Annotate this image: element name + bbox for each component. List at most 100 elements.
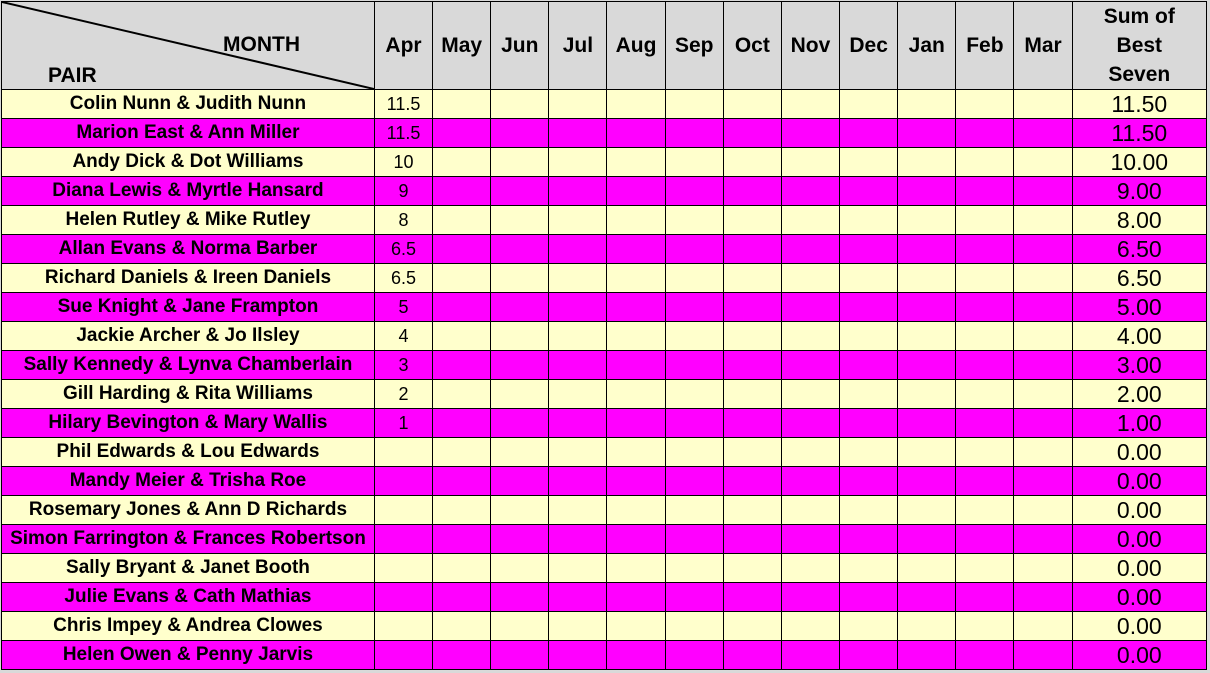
score-cell-aug[interactable] (606, 524, 666, 554)
score-cell-jan[interactable] (897, 205, 957, 235)
score-cell-may[interactable] (432, 118, 492, 148)
score-cell-nov[interactable] (780, 292, 841, 322)
score-cell-feb[interactable] (955, 292, 1015, 322)
score-cell-may[interactable] (432, 234, 492, 264)
score-cell-jul[interactable] (548, 89, 608, 119)
score-cell-apr[interactable]: 6.5 (373, 234, 434, 264)
score-cell-dec[interactable] (839, 495, 899, 525)
score-cell-apr[interactable] (373, 582, 434, 612)
score-cell-may[interactable] (432, 350, 492, 380)
score-cell-mar[interactable] (1013, 292, 1073, 322)
month-header-aug[interactable]: Aug (606, 1, 666, 90)
score-cell-sep[interactable] (664, 205, 724, 235)
score-cell-may[interactable] (432, 292, 492, 322)
score-cell-feb[interactable] (955, 263, 1015, 293)
score-cell-sep[interactable] (664, 263, 724, 293)
score-cell-may[interactable] (432, 408, 492, 438)
score-cell-aug[interactable] (606, 89, 666, 119)
score-cell-dec[interactable] (839, 321, 899, 351)
sum-best-seven-cell[interactable]: 6.50 (1071, 263, 1208, 293)
month-header-jan[interactable]: Jan (897, 1, 957, 90)
score-cell-jun[interactable] (490, 147, 550, 177)
sum-best-seven-cell[interactable]: 0.00 (1071, 640, 1208, 670)
score-cell-jan[interactable] (897, 437, 957, 467)
score-cell-mar[interactable] (1013, 495, 1073, 525)
score-cell-apr[interactable]: 2 (373, 379, 434, 409)
score-cell-mar[interactable] (1013, 408, 1073, 438)
score-cell-oct[interactable] (722, 147, 782, 177)
score-cell-dec[interactable] (839, 292, 899, 322)
sum-best-seven-cell[interactable]: 0.00 (1071, 553, 1208, 583)
score-cell-jun[interactable] (490, 292, 550, 322)
score-cell-mar[interactable] (1013, 321, 1073, 351)
pair-name-cell[interactable]: Sally Bryant & Janet Booth (1, 553, 375, 583)
score-cell-feb[interactable] (955, 553, 1015, 583)
score-cell-dec[interactable] (839, 553, 899, 583)
score-cell-aug[interactable] (606, 408, 666, 438)
score-cell-jul[interactable] (548, 147, 608, 177)
score-cell-oct[interactable] (722, 640, 782, 670)
score-cell-aug[interactable] (606, 495, 666, 525)
score-cell-jul[interactable] (548, 466, 608, 496)
score-cell-nov[interactable] (780, 321, 841, 351)
score-cell-nov[interactable] (780, 234, 841, 264)
score-cell-sep[interactable] (664, 495, 724, 525)
score-cell-nov[interactable] (780, 408, 841, 438)
score-cell-sep[interactable] (664, 437, 724, 467)
score-cell-nov[interactable] (780, 437, 841, 467)
score-cell-may[interactable] (432, 466, 492, 496)
score-cell-sep[interactable] (664, 176, 724, 206)
score-cell-may[interactable] (432, 176, 492, 206)
pair-name-cell[interactable]: Colin Nunn & Judith Nunn (1, 89, 375, 119)
sum-best-seven-cell[interactable]: 11.50 (1071, 118, 1208, 148)
score-cell-feb[interactable] (955, 379, 1015, 409)
score-cell-dec[interactable] (839, 437, 899, 467)
score-cell-dec[interactable] (839, 611, 899, 641)
score-cell-sep[interactable] (664, 582, 724, 612)
score-cell-may[interactable] (432, 495, 492, 525)
pair-name-cell[interactable]: Hilary Bevington & Mary Wallis (1, 408, 375, 438)
score-cell-oct[interactable] (722, 350, 782, 380)
pair-name-cell[interactable]: Diana Lewis & Myrtle Hansard (1, 176, 375, 206)
score-cell-sep[interactable] (664, 611, 724, 641)
score-cell-sep[interactable] (664, 89, 724, 119)
score-cell-apr[interactable]: 4 (373, 321, 434, 351)
score-cell-feb[interactable] (955, 205, 1015, 235)
pair-name-cell[interactable]: Helen Rutley & Mike Rutley (1, 205, 375, 235)
score-cell-jan[interactable] (897, 350, 957, 380)
sum-best-seven-cell[interactable]: 4.00 (1071, 321, 1208, 351)
pair-name-cell[interactable]: Sally Kennedy & Lynva Chamberlain (1, 350, 375, 380)
score-cell-jan[interactable] (897, 234, 957, 264)
score-cell-jan[interactable] (897, 553, 957, 583)
score-cell-apr[interactable]: 10 (373, 147, 434, 177)
score-cell-jul[interactable] (548, 350, 608, 380)
score-cell-dec[interactable] (839, 379, 899, 409)
score-cell-apr[interactable] (373, 437, 434, 467)
score-cell-jul[interactable] (548, 640, 608, 670)
score-cell-sep[interactable] (664, 408, 724, 438)
score-cell-jun[interactable] (490, 321, 550, 351)
score-cell-oct[interactable] (722, 118, 782, 148)
score-cell-jan[interactable] (897, 118, 957, 148)
score-cell-oct[interactable] (722, 611, 782, 641)
score-cell-jul[interactable] (548, 234, 608, 264)
score-cell-mar[interactable] (1013, 147, 1073, 177)
score-cell-dec[interactable] (839, 350, 899, 380)
score-cell-dec[interactable] (839, 234, 899, 264)
sum-best-seven-cell[interactable]: 0.00 (1071, 437, 1208, 467)
score-cell-jun[interactable] (490, 176, 550, 206)
pair-name-cell[interactable]: Allan Evans & Norma Barber (1, 234, 375, 264)
score-cell-jul[interactable] (548, 611, 608, 641)
month-header-may[interactable]: May (432, 1, 492, 90)
score-cell-aug[interactable] (606, 176, 666, 206)
score-cell-aug[interactable] (606, 263, 666, 293)
score-cell-jul[interactable] (548, 176, 608, 206)
score-cell-feb[interactable] (955, 350, 1015, 380)
score-cell-aug[interactable] (606, 234, 666, 264)
score-cell-apr[interactable]: 8 (373, 205, 434, 235)
score-cell-nov[interactable] (780, 466, 841, 496)
score-cell-oct[interactable] (722, 524, 782, 554)
score-cell-dec[interactable] (839, 263, 899, 293)
score-cell-nov[interactable] (780, 350, 841, 380)
score-cell-jun[interactable] (490, 611, 550, 641)
